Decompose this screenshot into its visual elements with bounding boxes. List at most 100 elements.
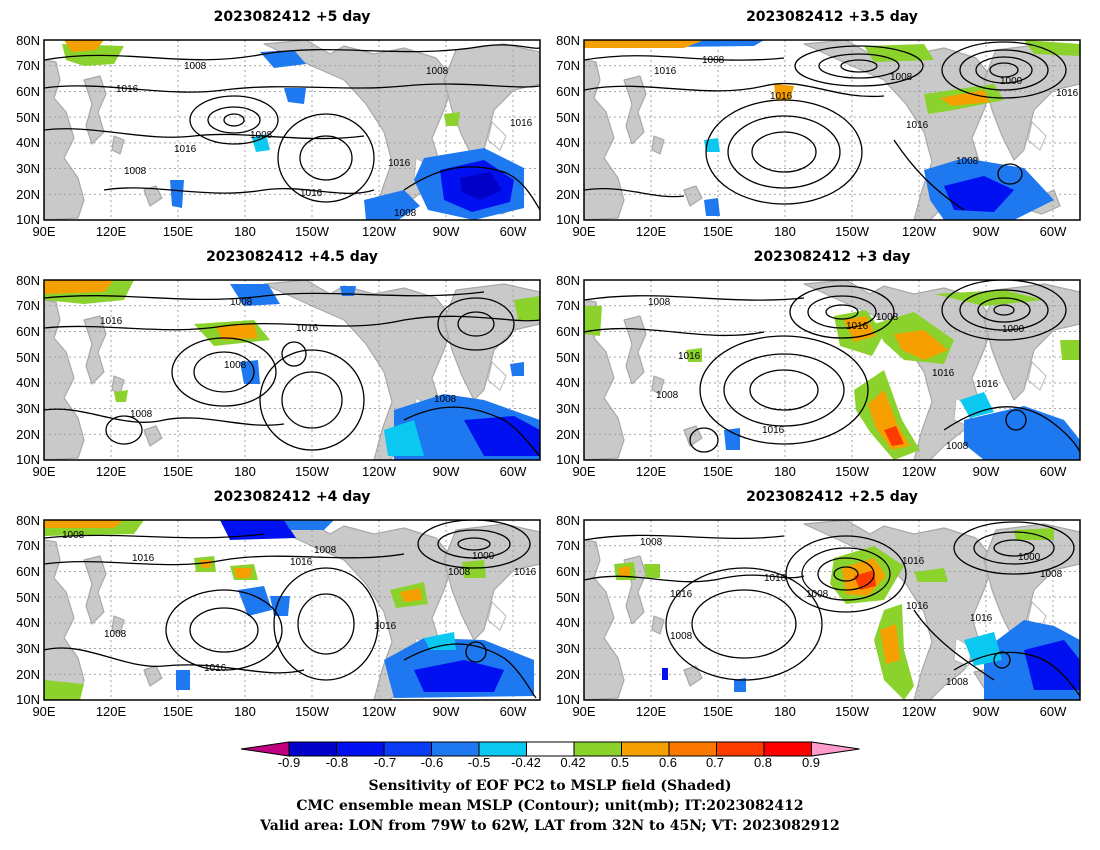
lat-tick-label: 40N (556, 135, 580, 150)
lat-tick-label: 20N (556, 667, 580, 682)
lon-tick-label: 150E (163, 464, 194, 479)
lon-axis-labels: 90E 120E 150E 180 150W 120W 90W 60W (32, 464, 527, 479)
contour-label: 1016 (970, 613, 993, 624)
colorbar-swatch (763, 741, 812, 757)
contour-label: 1008 (124, 166, 147, 177)
colorbar-swatch (621, 741, 670, 757)
colorbar-tick-label: 0.5 (611, 755, 629, 770)
lat-tick-label: 30N (556, 161, 580, 176)
colorbar-swatch (383, 741, 432, 757)
contour-labels: 1008 1016 1016 1008 1008 1008 (100, 297, 457, 420)
panel-title: 2023082412 +4 day (214, 489, 371, 505)
map-frame (583, 279, 1081, 461)
lon-tick-label: 120W (902, 464, 937, 479)
colorbar-tick-label: -0.6 (421, 755, 443, 770)
contour-label: 1016 (374, 621, 397, 632)
map-frame (43, 39, 541, 221)
lat-tick-label: 50N (556, 350, 580, 365)
caption-line-2: CMC ensemble mean MSLP (Contour); unit(m… (296, 798, 803, 814)
lon-axis-labels: 90E 120E 150E 180 150W 120W 90W 60W (572, 224, 1067, 239)
lon-tick-label: 90W (973, 224, 1000, 239)
lon-axis-labels: 90E 120E 150E 180 150W 120W 90W 60W (572, 704, 1067, 719)
lat-tick-label: 40N (556, 375, 580, 390)
contour-label: 1008 (426, 66, 449, 77)
contour-label: 1008 (806, 589, 829, 600)
contour-label: 1016 (906, 120, 929, 131)
contour-label: 1008 (670, 631, 693, 642)
map-panel-plus-3-day: 1008 1016 1008 1016 1000 1016 1008 1016 … (556, 249, 1081, 479)
figure-caption: Sensitivity of EOF PC2 to MSLP field (Sh… (259, 778, 840, 834)
lon-tick-label: 150E (703, 704, 734, 719)
contour-label: 1016 (762, 425, 785, 436)
sensitivity-shading (584, 290, 1080, 460)
caption-line-1: Sensitivity of EOF PC2 to MSLP field (Sh… (368, 778, 731, 794)
lat-tick-label: 10N (16, 452, 40, 467)
lat-tick-label: 20N (16, 667, 40, 682)
colorbar-swatch (573, 741, 622, 757)
colorbar-swatch (478, 741, 527, 757)
contour-label: 1008 (394, 208, 417, 219)
lon-tick-label: 180 (234, 224, 256, 239)
mslp-contours (584, 521, 1080, 697)
lon-tick-label: 90W (433, 224, 460, 239)
panel-title: 2023082412 +2.5 day (746, 489, 918, 505)
lon-tick-label: 90E (572, 464, 595, 479)
lon-tick-label: 180 (234, 464, 256, 479)
contour-label: 1008 (876, 312, 899, 323)
lon-tick-label: 150E (703, 224, 734, 239)
lon-tick-label: 150W (835, 464, 870, 479)
lat-tick-label: 50N (16, 110, 40, 125)
contour-label: 1016 (902, 556, 925, 567)
colorbar-swatch (288, 741, 337, 757)
contour-label: 1016 (764, 573, 787, 584)
lat-tick-label: 60N (16, 84, 40, 99)
lon-tick-label: 60W (500, 704, 527, 719)
lat-tick-label: 60N (556, 84, 580, 99)
lon-tick-label: 90E (32, 224, 55, 239)
lat-tick-label: 10N (556, 212, 580, 227)
lon-tick-label: 120E (96, 704, 127, 719)
mslp-contours (584, 280, 1080, 453)
lat-tick-label: 50N (556, 110, 580, 125)
lat-tick-label: 80N (556, 33, 580, 48)
contour-labels: 1008 1016 1008 1016 1000 1008 1016 1008 … (62, 530, 537, 674)
lat-tick-label: 10N (556, 452, 580, 467)
lat-tick-label: 40N (556, 615, 580, 630)
lat-tick-label: 40N (16, 615, 40, 630)
lon-axis-labels: 90E 120E 150E 180 150W 120W 90W 60W (32, 704, 527, 719)
lon-tick-label: 60W (1040, 704, 1067, 719)
lon-tick-label: 150E (163, 704, 194, 719)
lat-tick-label: 50N (556, 590, 580, 605)
contour-label: 1008 (230, 297, 253, 308)
colorbar-tick-label: -0.5 (468, 755, 490, 770)
contour-label: 1016 (770, 91, 793, 102)
contour-label: 1016 (132, 553, 155, 564)
contour-label: 1016 (514, 567, 537, 578)
lon-tick-label: 90W (433, 704, 460, 719)
contour-label: 1016 (296, 323, 319, 334)
map-frame (43, 279, 541, 461)
lat-tick-label: 80N (16, 273, 40, 288)
contour-label: 1016 (654, 66, 677, 77)
contour-label: 1016 (678, 351, 701, 362)
contour-labels: 1008 1016 1008 1016 1000 1016 1016 1008 (654, 55, 1079, 167)
lat-tick-label: 70N (556, 58, 580, 73)
contour-label: 1008 (448, 567, 471, 578)
lon-tick-label: 180 (774, 224, 796, 239)
contour-label: 1008 (956, 156, 979, 167)
lon-tick-label: 90W (973, 704, 1000, 719)
contour-label: 1016 (300, 188, 323, 199)
contour-label: 1008 (1040, 569, 1063, 580)
contour-label: 1008 (434, 394, 457, 405)
lat-tick-label: 70N (16, 538, 40, 553)
mslp-contours (44, 291, 540, 457)
colorbar: -0.9 -0.8 -0.7 -0.6 -0.5 -0.42 0.42 0.5 … (240, 741, 860, 770)
lon-tick-label: 60W (500, 464, 527, 479)
lon-tick-label: 180 (774, 464, 796, 479)
contour-label: 1016 (290, 557, 313, 568)
contour-label: 1008 (640, 537, 663, 548)
lon-tick-label: 150W (835, 704, 870, 719)
contour-label: 1008 (314, 545, 337, 556)
contour-label: 1016 (116, 84, 139, 95)
